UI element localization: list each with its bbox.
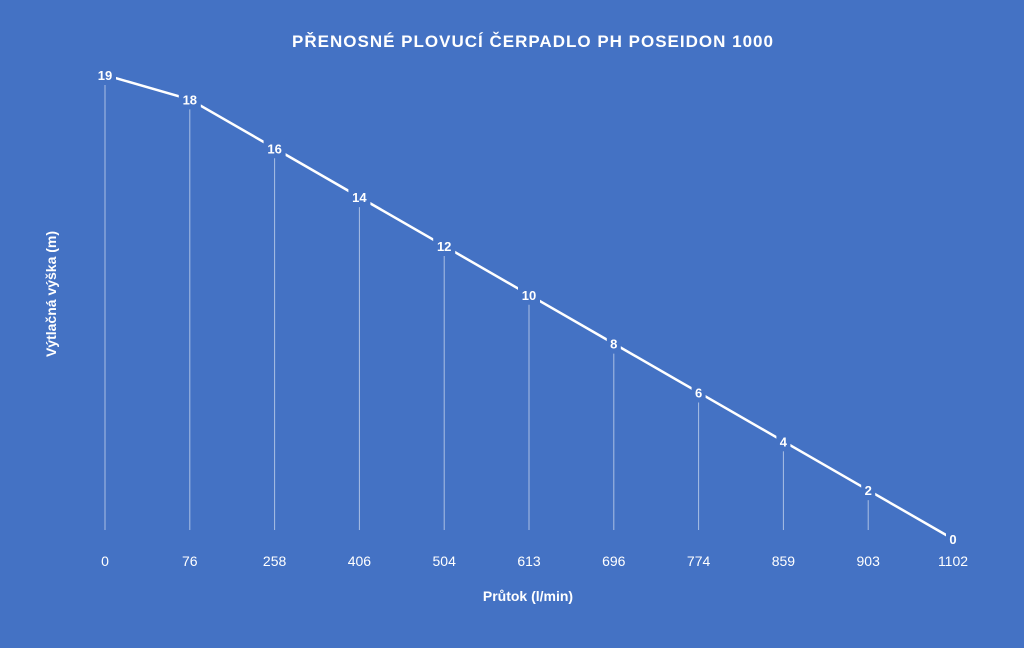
- x-tick-label: 903: [857, 553, 881, 569]
- data-label: 16: [267, 141, 281, 156]
- x-tick-label: 406: [348, 553, 372, 569]
- data-label-background: [263, 139, 286, 157]
- drop-lines-group: [104, 85, 869, 530]
- data-label: 8: [610, 337, 617, 352]
- x-axis-title: Průtok (l/min): [483, 588, 573, 604]
- series-line-segment: [866, 488, 955, 541]
- data-label-background: [518, 285, 540, 303]
- series-line-group: [103, 73, 955, 541]
- data-label: 12: [437, 239, 451, 254]
- data-label-background: [94, 66, 116, 83]
- y-axis-title: Výtlačná výška (m): [43, 231, 59, 357]
- series-line-segment: [782, 440, 870, 492]
- series-line-segment: [358, 195, 446, 248]
- data-label: 14: [352, 190, 367, 205]
- series-line-segment: [697, 391, 785, 443]
- data-label: 4: [780, 434, 788, 449]
- x-tick-label: 613: [517, 553, 541, 569]
- data-label: 0: [949, 532, 956, 547]
- data-label-background: [691, 383, 706, 401]
- data-label-background: [178, 90, 201, 108]
- x-tick-labels-group: 0 76 258 406 504 613 696 774 859 903 1102: [101, 553, 968, 569]
- data-label-background: [776, 432, 791, 450]
- data-label: 10: [522, 288, 536, 303]
- x-tick-label: 774: [687, 553, 711, 569]
- x-tick-label: 258: [263, 553, 287, 569]
- data-labels-group: 19 18 16 14 12 10 8 6 4 2 0: [94, 66, 960, 547]
- series-line-segment: [273, 147, 361, 199]
- data-label-background: [348, 188, 371, 206]
- data-label: 2: [865, 483, 872, 498]
- x-tick-label: 859: [772, 553, 796, 569]
- x-tick-label: 76: [182, 553, 198, 569]
- x-tick-label: 696: [602, 553, 626, 569]
- series-line-segment: [527, 293, 616, 345]
- x-tick-label: 0: [101, 553, 109, 569]
- data-label-background: [606, 334, 621, 352]
- chart-title: PŘENOSNÉ PLOVUCÍ ČERPADLO PH POSEIDON 10…: [292, 32, 774, 51]
- data-label-background: [433, 236, 456, 254]
- data-label-background: [946, 530, 960, 547]
- data-label: 18: [183, 92, 197, 107]
- data-label: 19: [98, 68, 112, 83]
- series-line-segment: [612, 342, 700, 394]
- series-line-segment: [103, 73, 192, 101]
- x-tick-label: 504: [433, 553, 457, 569]
- data-label-background: [861, 481, 876, 499]
- series-line-segment: [442, 244, 531, 297]
- x-tick-label: 1102: [938, 553, 968, 569]
- data-label: 6: [695, 385, 702, 400]
- series-line-segment: [188, 98, 276, 150]
